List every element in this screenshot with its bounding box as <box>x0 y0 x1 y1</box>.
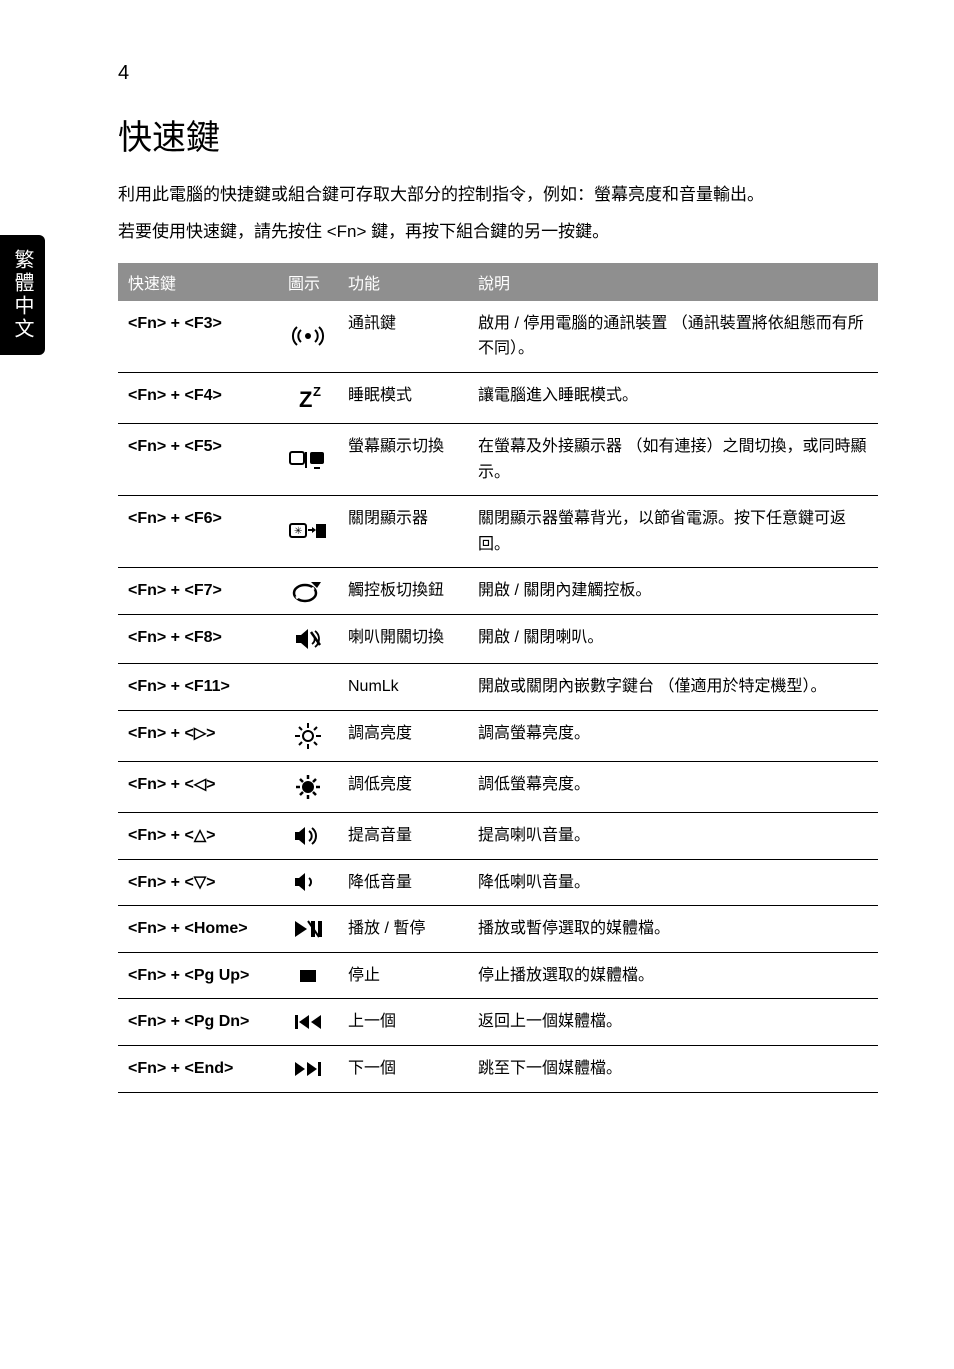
function-cell: 停止 <box>338 952 468 999</box>
function-cell: NumLk <box>338 664 468 711</box>
table-row: <Fn> + <F11> NumLk 開啟或關閉內嵌數字鍵台 （僅適用於特定機型… <box>118 664 878 711</box>
hotkey-cell: <Fn> + <Home> <box>118 906 278 953</box>
table-row: <Fn> + <F4> ZZ 睡眠模式 讓電腦進入睡眠模式。 <box>118 372 878 423</box>
page-number: 4 <box>118 62 129 85</box>
svg-text:Z: Z <box>299 387 312 412</box>
language-tab: 繁體中文 <box>0 235 45 355</box>
description-cell: 開啟 / 關閉喇叭。 <box>468 615 878 664</box>
description-cell: 降低喇叭音量。 <box>468 859 878 906</box>
hotkey-cell: <Fn> + <Pg Dn> <box>118 999 278 1046</box>
function-cell: 上一個 <box>338 999 468 1046</box>
header-hotkey: 快速鍵 <box>118 263 278 301</box>
header-function: 功能 <box>338 263 468 301</box>
table-row: <Fn> + <F6> ✳ 關閉顯示器 關閉顯示器螢幕背光，以節省電源。按下任意… <box>118 496 878 568</box>
function-cell: 調低亮度 <box>338 761 468 812</box>
function-cell: 觸控板切換鈕 <box>338 568 468 615</box>
description-cell: 關閉顯示器螢幕背光，以節省電源。按下任意鍵可返回。 <box>468 496 878 568</box>
page-title: 快速鍵 <box>118 110 878 159</box>
table-row: <Fn> + <▷> 調高亮度 調高螢幕亮度。 <box>118 710 878 761</box>
table-row: <Fn> + <▽> 降低音量 降低喇叭音量。 <box>118 859 878 906</box>
table-row: <Fn> + <F5> 螢幕顯示切換 在螢幕及外接顯示器 （如有連接）之間切換，… <box>118 423 878 495</box>
hotkey-cell: <Fn> + <F8> <box>118 615 278 664</box>
brightness-up-icon <box>278 710 338 761</box>
display-toggle-icon <box>278 423 338 495</box>
stop-icon <box>278 952 338 999</box>
hotkey-cell: <Fn> + <▽> <box>118 859 278 906</box>
function-cell: 降低音量 <box>338 859 468 906</box>
table-row: <Fn> + <Home> 播放 / 暫停 播放或暫停選取的媒體檔。 <box>118 906 878 953</box>
description-cell: 停止播放選取的媒體檔。 <box>468 952 878 999</box>
sleep-icon: ZZ <box>278 372 338 423</box>
function-cell: 喇叭開關切換 <box>338 615 468 664</box>
hotkey-cell: <Fn> + <◁> <box>118 761 278 812</box>
description-cell: 讓電腦進入睡眠模式。 <box>468 372 878 423</box>
function-cell: 播放 / 暫停 <box>338 906 468 953</box>
function-cell: 螢幕顯示切換 <box>338 423 468 495</box>
function-cell: 下一個 <box>338 1045 468 1092</box>
intro-paragraph-2: 若要使用快速鍵，請先按住 <Fn> 鍵，再按下組合鍵的另一按鍵。 <box>118 218 878 247</box>
description-cell: 跳至下一個媒體檔。 <box>468 1045 878 1092</box>
function-cell: 提高音量 <box>338 812 468 859</box>
table-row: <Fn> + <F8> 喇叭開關切換 開啟 / 關閉喇叭。 <box>118 615 878 664</box>
numlk-icon <box>278 664 338 711</box>
hotkey-cell: <Fn> + <Pg Up> <box>118 952 278 999</box>
svg-text:Z: Z <box>313 384 321 399</box>
hotkey-cell: <Fn> + <△> <box>118 812 278 859</box>
touchpad-icon <box>278 568 338 615</box>
play-pause-icon <box>278 906 338 953</box>
table-row: <Fn> + <Pg Dn> 上一個 返回上一個媒體檔。 <box>118 999 878 1046</box>
description-cell: 在螢幕及外接顯示器 （如有連接）之間切換，或同時顯示。 <box>468 423 878 495</box>
function-cell: 睡眠模式 <box>338 372 468 423</box>
volume-up-icon <box>278 812 338 859</box>
table-row: <Fn> + <◁> 調低亮度 調低螢幕亮度。 <box>118 761 878 812</box>
speaker-mute-icon <box>278 615 338 664</box>
description-cell: 開啟 / 關閉內建觸控板。 <box>468 568 878 615</box>
header-description: 說明 <box>468 263 878 301</box>
hotkey-cell: <Fn> + <F11> <box>118 664 278 711</box>
hotkey-cell: <Fn> + <End> <box>118 1045 278 1092</box>
volume-down-icon <box>278 859 338 906</box>
previous-icon <box>278 999 338 1046</box>
wireless-icon <box>278 301 338 373</box>
hotkey-cell: <Fn> + <F6> <box>118 496 278 568</box>
table-row: <Fn> + <End> 下一個 跳至下一個媒體檔。 <box>118 1045 878 1092</box>
description-cell: 提高喇叭音量。 <box>468 812 878 859</box>
next-icon <box>278 1045 338 1092</box>
display-off-icon: ✳ <box>278 496 338 568</box>
hotkey-cell: <Fn> + <F3> <box>118 301 278 373</box>
page-content: 快速鍵 利用此電腦的快捷鍵或組合鍵可存取大部分的控制指令，例如：螢幕亮度和音量輸… <box>118 110 878 1093</box>
function-cell: 調高亮度 <box>338 710 468 761</box>
table-row: <Fn> + <Pg Up> 停止 停止播放選取的媒體檔。 <box>118 952 878 999</box>
description-cell: 開啟或關閉內嵌數字鍵台 （僅適用於特定機型）。 <box>468 664 878 711</box>
hotkey-cell: <Fn> + <F5> <box>118 423 278 495</box>
table-row: <Fn> + <△> 提高音量 提高喇叭音量。 <box>118 812 878 859</box>
hotkey-table: 快速鍵 圖示 功能 說明 <Fn> + <F3> 通訊鍵 啟用 / 停用電腦的通… <box>118 263 878 1093</box>
table-row: <Fn> + <F3> 通訊鍵 啟用 / 停用電腦的通訊裝置 （通訊裝置將依組態… <box>118 301 878 373</box>
intro-paragraph-1: 利用此電腦的快捷鍵或組合鍵可存取大部分的控制指令，例如：螢幕亮度和音量輸出。 <box>118 181 878 210</box>
hotkey-cell: <Fn> + <F7> <box>118 568 278 615</box>
description-cell: 調低螢幕亮度。 <box>468 761 878 812</box>
function-cell: 關閉顯示器 <box>338 496 468 568</box>
table-row: <Fn> + <F7> 觸控板切換鈕 開啟 / 關閉內建觸控板。 <box>118 568 878 615</box>
svg-text:✳: ✳ <box>294 526 302 537</box>
function-cell: 通訊鍵 <box>338 301 468 373</box>
hotkey-cell: <Fn> + <▷> <box>118 710 278 761</box>
description-cell: 播放或暫停選取的媒體檔。 <box>468 906 878 953</box>
header-icon: 圖示 <box>278 263 338 301</box>
description-cell: 啟用 / 停用電腦的通訊裝置 （通訊裝置將依組態而有所不同）。 <box>468 301 878 373</box>
table-header-row: 快速鍵 圖示 功能 說明 <box>118 263 878 301</box>
description-cell: 返回上一個媒體檔。 <box>468 999 878 1046</box>
hotkey-cell: <Fn> + <F4> <box>118 372 278 423</box>
brightness-down-icon <box>278 761 338 812</box>
description-cell: 調高螢幕亮度。 <box>468 710 878 761</box>
